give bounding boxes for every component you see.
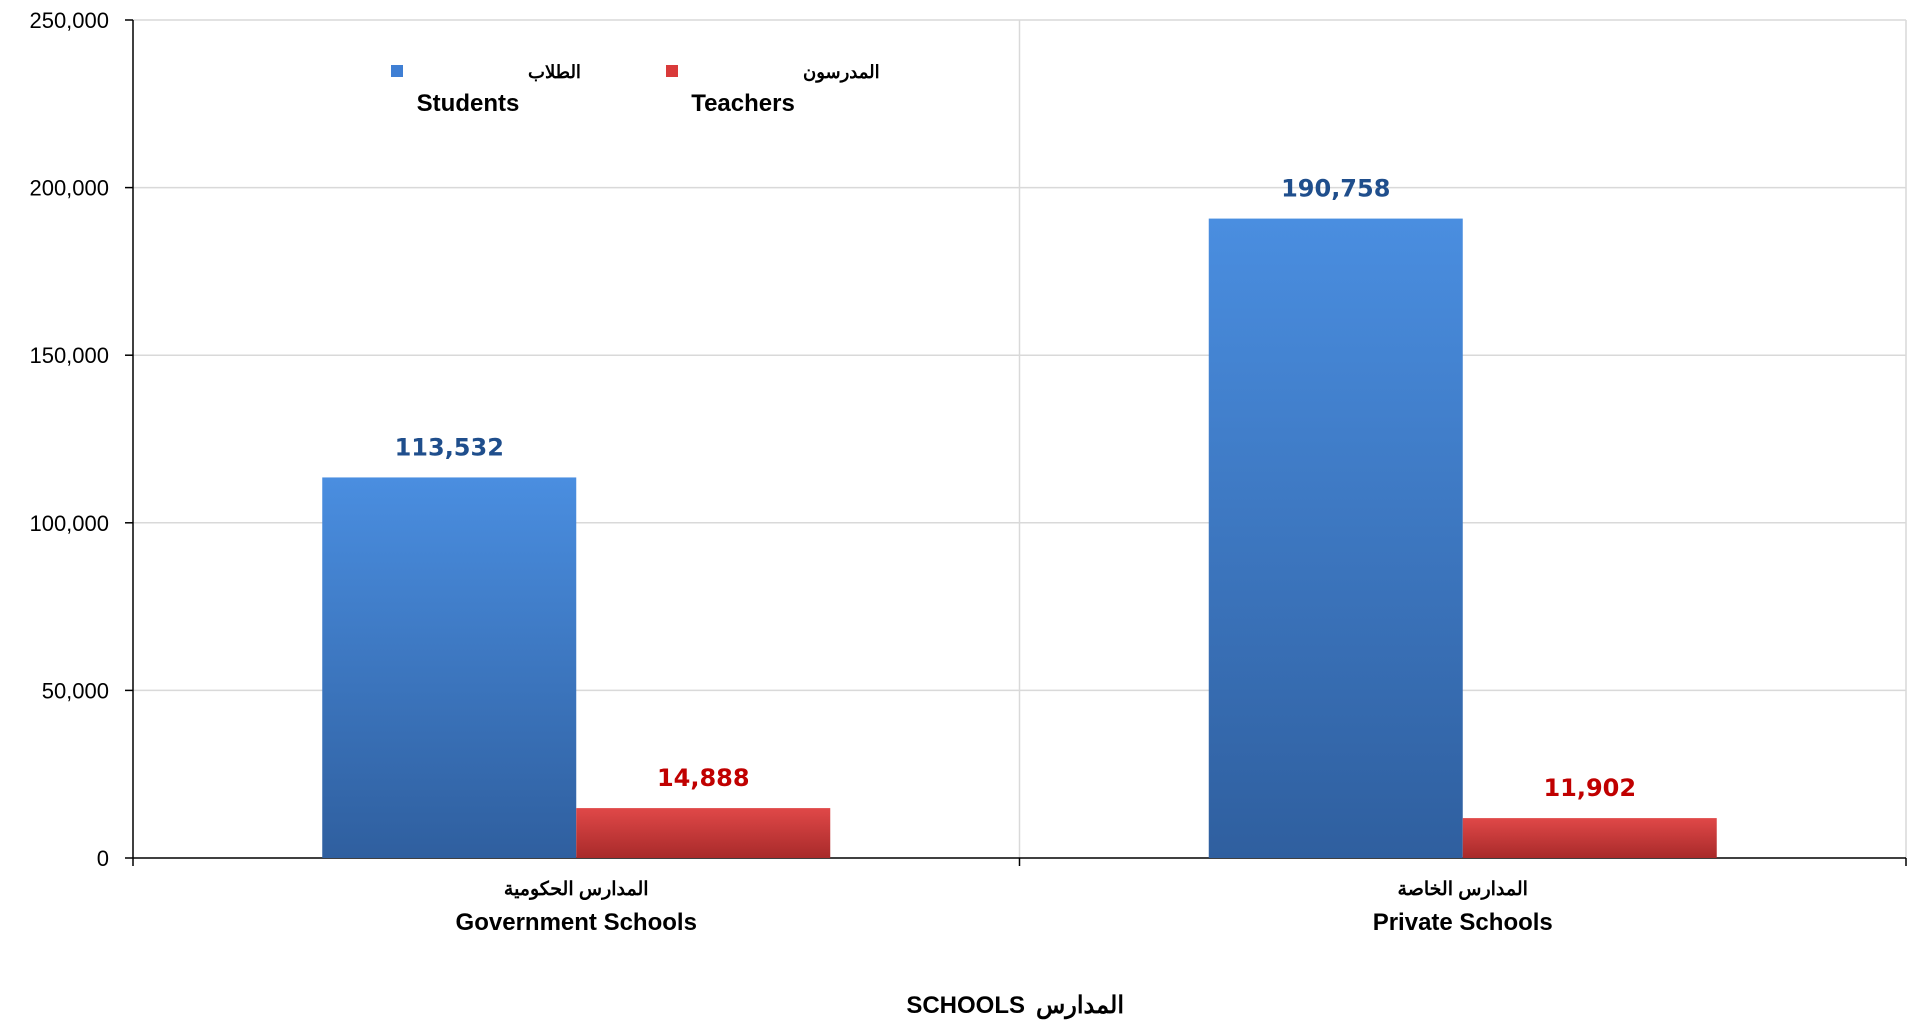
y-tick-label: 50,000 (42, 678, 109, 703)
legend-label-ar-students: الطلاب (528, 62, 581, 82)
legend-swatch-students (391, 65, 403, 77)
x-axis-title: SCHOOLS المدارس (906, 992, 1124, 1020)
y-tick-label: 150,000 (29, 343, 109, 368)
data-label-students-1: 190,758 (1281, 175, 1390, 203)
legend-label-ar-teachers: المدرسون (803, 62, 880, 83)
data-label-teachers-0: 14,888 (657, 764, 750, 792)
legend: الطلاب Students المدرسون Teachers (391, 62, 880, 117)
data-labels: 113,532 14,888 190,758 11,902 (395, 175, 1636, 803)
category-labels: المدارس الحكومية Government Schools المدار… (456, 879, 1553, 936)
legend-swatch-teachers (666, 65, 678, 77)
bar-teachers-1 (1462, 818, 1717, 858)
data-label-teachers-1: 11,902 (1543, 774, 1636, 802)
bar-students-0 (322, 477, 577, 858)
legend-label-en-students: Students (417, 90, 520, 117)
axes: 0 50,000 100,000 150,000 200,000 250,000 (29, 8, 1907, 871)
bar-teachers-0 (576, 808, 831, 858)
category-label-en: Private Schools (1373, 909, 1553, 936)
y-tick-label: 200,000 (29, 176, 109, 201)
bars (322, 218, 1717, 859)
x-axis-title-en: SCHOOLS (906, 992, 1025, 1019)
y-tick-label: 250,000 (29, 8, 109, 33)
category-label-ar: المدارس الحكومية (504, 879, 649, 900)
data-label-students-0: 113,532 (395, 433, 504, 461)
y-tick-label: 0 (97, 846, 109, 871)
legend-label-en-teachers: Teachers (691, 90, 795, 117)
y-tick-label: 100,000 (29, 511, 109, 536)
category-label-en: Government Schools (456, 909, 697, 936)
bar-students-1 (1208, 218, 1463, 859)
x-axis-title-ar: المدارس (1036, 992, 1124, 1020)
category-label-ar: المدارس الخاصة (1398, 879, 1528, 900)
